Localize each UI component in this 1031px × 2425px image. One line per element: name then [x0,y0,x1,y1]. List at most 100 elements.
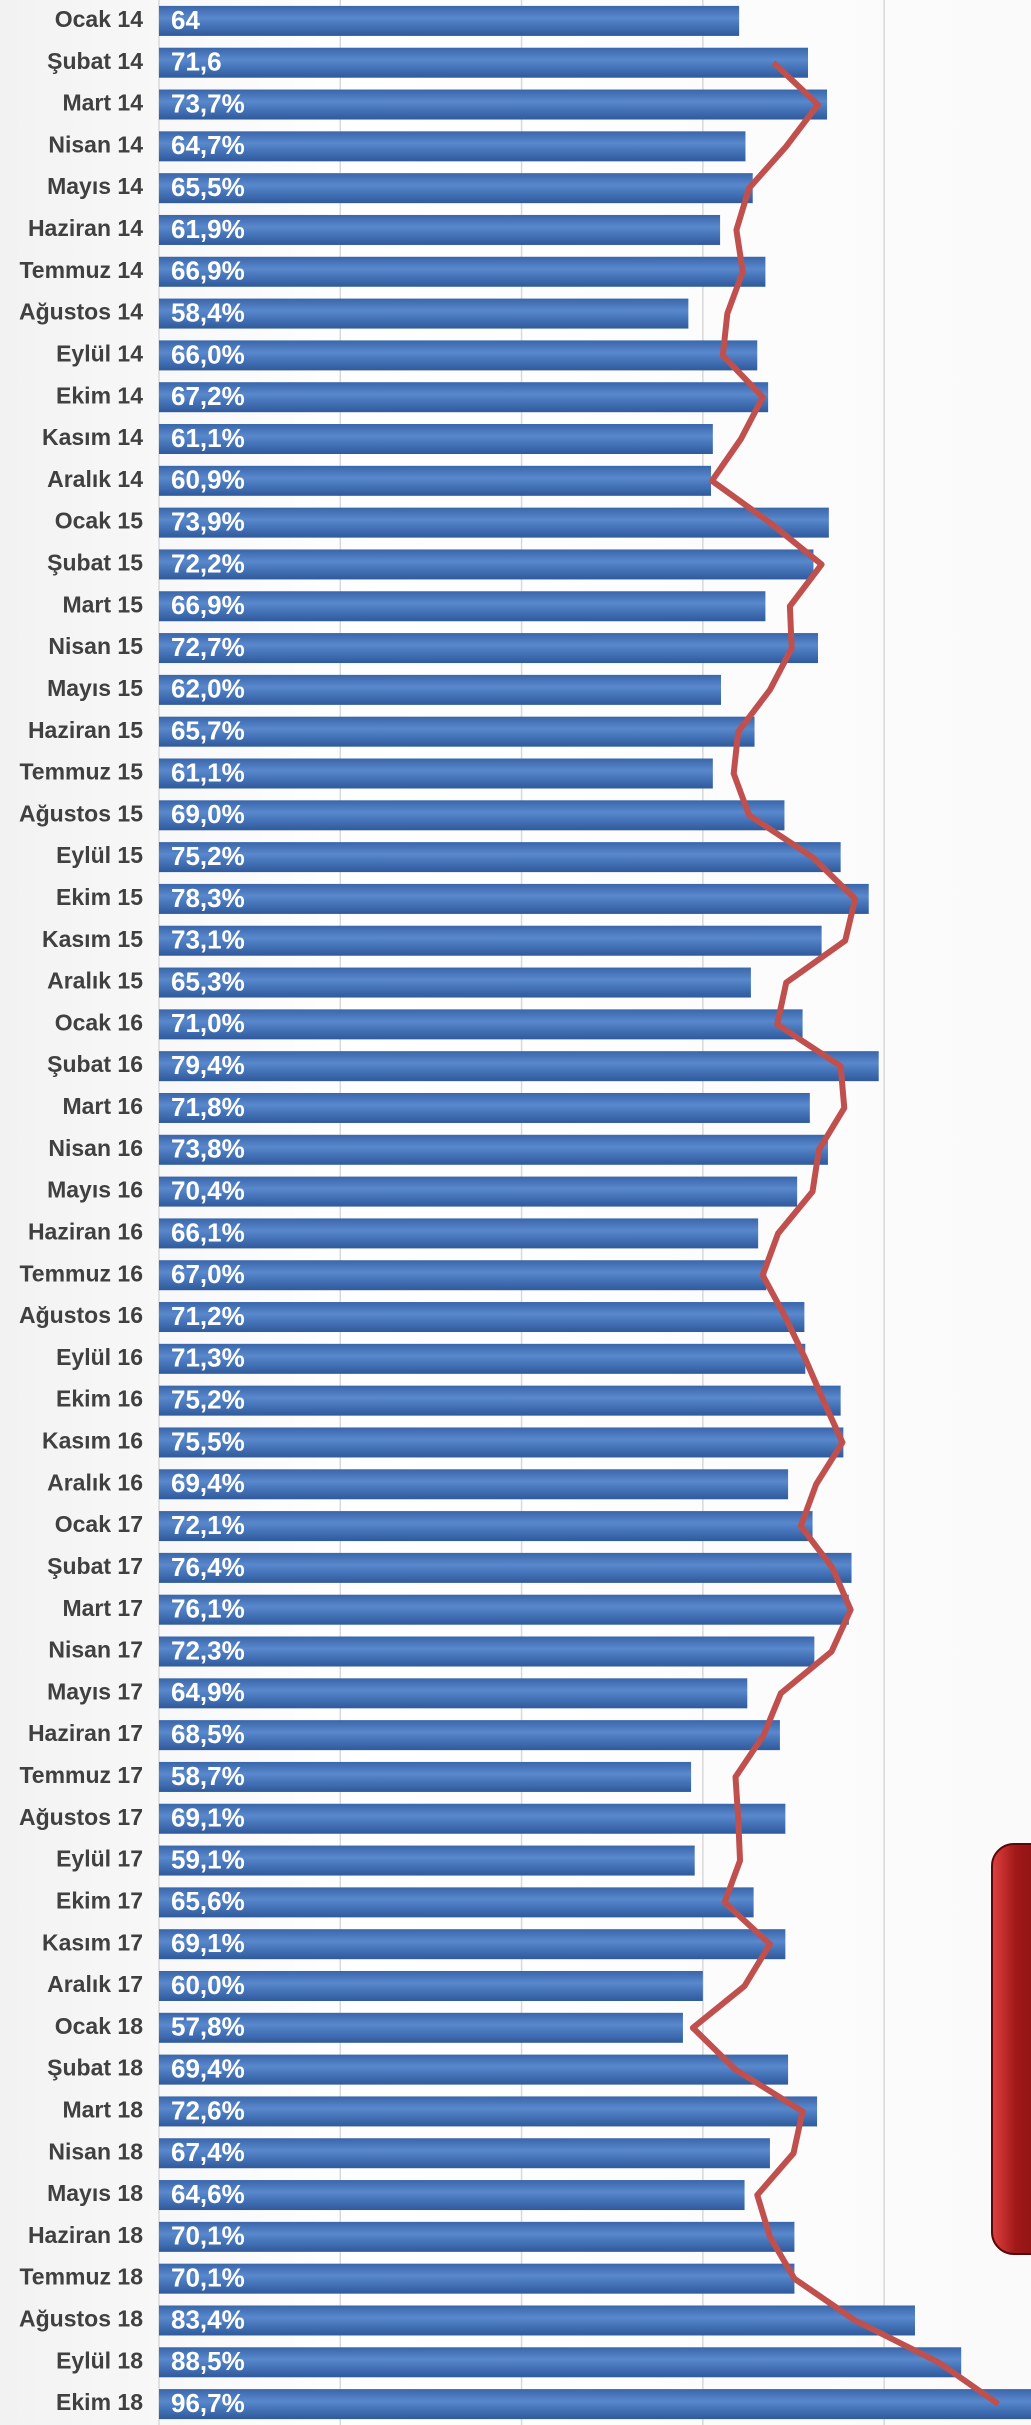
y-tick-label: Aralık 15 [47,968,143,994]
bar [159,1803,786,1834]
bar [159,2263,795,2294]
value-label: 79,4% [171,1050,245,1080]
bar [159,925,822,956]
value-label: 57,8% [171,2012,245,2042]
y-tick-label: Temmuz 17 [19,1762,143,1788]
y-tick-label: Ekim 16 [56,1386,143,1412]
value-label: 75,5% [171,1426,245,1456]
y-tick-label: Kasım 15 [42,926,143,952]
value-label: 75,2% [171,1385,245,1415]
value-label: 69,0% [171,799,245,829]
y-tick-label: Mart 16 [62,1093,143,1119]
value-label: 61,9% [171,214,245,244]
y-tick-label: Mart 15 [62,591,143,617]
bar [159,340,758,371]
value-label: 64 [171,5,200,35]
y-tick-label: Eylül 16 [56,1344,143,1370]
y-tick-label: Mayıs 15 [47,675,143,701]
y-tick-label: Şubat 16 [47,1051,143,1077]
value-label: 83,4% [171,2304,245,2334]
value-label: 73,1% [171,925,245,955]
bar [159,89,828,120]
bar [159,674,721,705]
value-label: 71,3% [171,1343,245,1373]
value-label: 61,1% [171,757,245,787]
y-tick-label: Nisan 15 [48,633,143,659]
value-label: 73,9% [171,507,245,537]
y-tick-label: Mart 14 [62,90,143,116]
bar [159,549,814,580]
bar [159,2221,795,2252]
y-tick-label: Ekim 18 [56,2389,143,2415]
y-tick-label: Eylül 14 [56,340,143,366]
bar [159,173,753,204]
y-tick-label: Ocak 16 [55,1009,143,1035]
y-tick-label: Şubat 18 [47,2055,143,2081]
bar [159,2180,745,2211]
value-label: 67,0% [171,1259,245,1289]
bar [159,1009,803,1040]
bar [159,1887,754,1918]
value-label: 64,7% [171,130,245,160]
value-label: 69,1% [171,1928,245,1958]
value-label: 66,1% [171,1217,245,1247]
value-label: 64,6% [171,2179,245,2209]
bar [159,758,713,789]
y-tick-label: Şubat 15 [47,550,143,576]
value-label: 69,4% [171,2053,245,2083]
bar [159,214,721,245]
value-label: 70,1% [171,2263,245,2293]
y-tick-label: Ağustos 17 [19,1804,143,1830]
bar [159,1594,849,1625]
value-label: 66,9% [171,256,245,286]
value-label: 58,7% [171,1761,245,1791]
value-label: 72,7% [171,632,245,662]
y-tick-label: Ağustos 18 [19,2306,143,2332]
bar [159,1134,828,1165]
y-tick-label: Ağustos 15 [19,800,143,826]
bar [159,5,740,36]
value-label: 68,5% [171,1719,245,1749]
y-tick-label: Temmuz 15 [19,759,143,785]
y-tick-label: Ekim 17 [56,1887,143,1913]
value-label: 73,7% [171,88,245,118]
y-tick-label: Temmuz 16 [19,1260,143,1286]
y-tick-label: Mart 18 [62,2097,143,2123]
y-tick-label: Eylül 17 [56,1846,143,1872]
y-tick-label: Mayıs 17 [47,1678,143,1704]
y-tick-label: Nisan 16 [48,1135,143,1161]
value-label: 61,1% [171,423,245,453]
value-label: 71,6 [171,47,222,77]
value-label: 60,0% [171,1970,245,2000]
bar [159,842,841,873]
y-tick-label: Aralık 14 [47,466,143,492]
bar [159,1427,844,1458]
y-tick-label: Ekim 14 [56,382,143,408]
bar [159,465,712,496]
bar [159,131,746,162]
y-tick-label: Kasım 17 [42,1929,143,1955]
bar [159,507,829,538]
value-label: 69,1% [171,1803,245,1833]
value-label: 72,1% [171,1510,245,1540]
bar [159,2012,683,2043]
value-label: 67,2% [171,381,245,411]
side-button [991,1843,1031,2255]
y-tick-label: Temmuz 18 [19,2264,143,2290]
y-tick-label: Mayıs 16 [47,1177,143,1203]
value-label: 70,1% [171,2221,245,2251]
y-tick-label: Ocak 18 [55,2013,143,2039]
y-tick-label: Ocak 14 [55,6,143,32]
bar [159,1552,852,1583]
value-label: 71,0% [171,1008,245,1038]
bar [159,1469,789,1500]
bar [159,256,766,287]
y-tick-label: Mart 17 [62,1595,143,1621]
bar [159,1176,798,1207]
y-tick-label: Mayıs 14 [47,173,143,199]
bar [159,1678,748,1709]
y-tick-label: Ekim 15 [56,884,143,910]
bar [159,2138,770,2169]
value-label: 71,2% [171,1301,245,1331]
